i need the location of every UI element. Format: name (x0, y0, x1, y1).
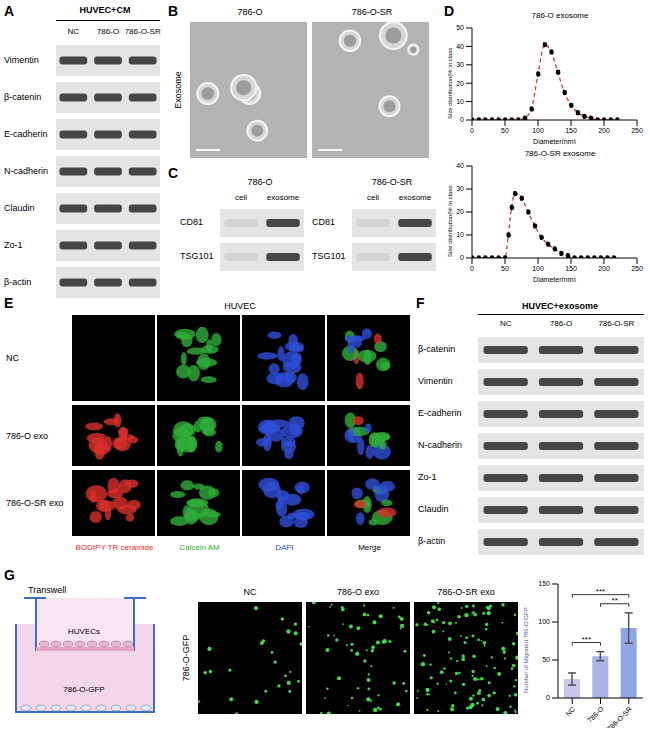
html-text:N-cadherin: N-cadherin (418, 440, 462, 450)
html-text:CD81: CD81 (180, 217, 203, 227)
html-text:786-O exosome: 786-O exosome (531, 11, 589, 20)
html-text:786-O: 786-O (247, 177, 273, 187)
html-text:β-actin: β-actin (418, 536, 446, 546)
html-text:exosome: exosome (266, 193, 300, 202)
svg-text:0: 0 (460, 116, 464, 123)
html-text:NC: NC (499, 319, 512, 328)
html-text:CD81: CD81 (312, 217, 335, 227)
svg-text:30: 30 (456, 61, 464, 68)
svg-text:200: 200 (598, 265, 610, 272)
svg-text:NC: NC (564, 705, 576, 717)
svg-text:Size distribution(% in class: Size distribution(% in class (447, 186, 453, 257)
html-text:786-O exo: 786-O exo (6, 430, 48, 441)
svg-text:Diameter(nm): Diameter(nm) (533, 276, 576, 282)
svg-text:786-O-SR: 786-O-SR (606, 705, 633, 728)
svg-text:***: *** (596, 587, 605, 596)
svg-text:40: 40 (456, 43, 464, 50)
html-text:BODIPY TR ceramide: BODIPY TR ceramide (75, 543, 154, 552)
html-text:C: C (168, 165, 179, 181)
html-text:Merge: Merge (358, 543, 381, 552)
svg-text:10: 10 (456, 98, 464, 105)
html-text:786-O-SR exosome: 786-O-SR exosome (524, 149, 596, 158)
html-text:786-O-SR: 786-O-SR (598, 319, 635, 328)
html-text:TSG101: TSG101 (180, 251, 214, 261)
html-text:786-O-SR: 786-O-SR (351, 7, 393, 17)
svg-text:50: 50 (501, 265, 509, 272)
html-text:cell: cell (235, 193, 247, 202)
html-text:HUVEC+CM: HUVEC+CM (79, 5, 131, 15)
svg-text:0: 0 (460, 254, 464, 261)
html-text:Claudin: Claudin (4, 202, 35, 213)
svg-text:50: 50 (456, 24, 464, 31)
svg-text:20: 20 (456, 80, 464, 87)
svg-text:0: 0 (470, 265, 474, 272)
html-text:786-O-GFP: 786-O-GFP (180, 634, 191, 682)
svg-text:***: *** (582, 635, 591, 644)
html-text:N-cadherin: N-cadherin (4, 165, 48, 176)
html-text:HUVEC: HUVEC (224, 301, 256, 311)
svg-text:Diameter(nm): Diameter(nm) (533, 138, 576, 144)
html-text:A: A (4, 3, 15, 19)
svg-text:Size distribution(% in class: Size distribution(% in class (447, 48, 453, 119)
html-text:E-cadherin: E-cadherin (4, 128, 48, 139)
svg-text:0: 0 (470, 127, 474, 134)
html-text:NC: NC (243, 587, 257, 597)
svg-text:250: 250 (631, 265, 642, 272)
html-text:β-actin: β-actin (4, 276, 32, 287)
html-text:cell: cell (367, 193, 379, 202)
html-text:Calcein AM: Calcein AM (179, 543, 220, 552)
svg-text:50: 50 (542, 656, 550, 663)
html-text:NC: NC (67, 27, 80, 36)
html-text:786-O-GFP: 786-O-GFP (63, 685, 105, 694)
html-text:786-O-SR: 786-O-SR (371, 177, 413, 187)
html-text:DAPI: DAPI (275, 543, 294, 552)
svg-text:786-O: 786-O (586, 705, 605, 724)
svg-text:250: 250 (631, 127, 642, 134)
svg-text:20: 20 (456, 208, 464, 215)
html-text:G: G (4, 567, 15, 583)
html-text:Transwell: Transwell (28, 585, 67, 595)
svg-text:150: 150 (565, 265, 577, 272)
svg-text:Number of Migrated 786-O-GFP: Number of Migrated 786-O-GFP (523, 607, 529, 693)
html-text:Claudin: Claudin (418, 504, 449, 514)
svg-text:0: 0 (546, 694, 550, 701)
html-text:Zo-1: Zo-1 (4, 239, 23, 250)
svg-text:**: ** (612, 596, 618, 605)
svg-text:10: 10 (456, 231, 464, 238)
svg-text:150: 150 (565, 127, 577, 134)
svg-text:50: 50 (501, 127, 509, 134)
html-text:Exosome: Exosome (172, 71, 183, 109)
html-text:E: E (4, 295, 14, 311)
svg-text:100: 100 (532, 127, 544, 134)
html-text:786-O: 786-O (549, 319, 573, 328)
html-text:Vimentin: Vimentin (418, 376, 453, 386)
html-text:786-O: 786-O (96, 27, 120, 36)
html-text:786-O-SR exo: 786-O-SR exo (6, 498, 64, 508)
html-text:E-cadherin: E-cadherin (418, 408, 462, 418)
html-text:β-catenin: β-catenin (4, 91, 42, 102)
html-text:786-O exo: 786-O exo (337, 587, 379, 597)
svg-text:30: 30 (456, 185, 464, 192)
html-text:D: D (444, 3, 455, 19)
html-text:β-catenin: β-catenin (418, 344, 456, 354)
svg-text:150: 150 (538, 580, 550, 587)
html-text:exosome: exosome (398, 193, 432, 202)
html-text:Vimentin: Vimentin (4, 54, 39, 65)
html-text:HUVECs: HUVECs (68, 627, 100, 636)
html-text:Zo-1: Zo-1 (418, 472, 437, 482)
svg-text:40: 40 (456, 162, 464, 169)
html-text:786-O-SR exo: 786-O-SR exo (437, 587, 495, 597)
svg-text:100: 100 (538, 618, 550, 625)
html-text:786-O-SR: 786-O-SR (124, 27, 161, 36)
html-text:NC: NC (6, 353, 19, 363)
html-text:B: B (168, 3, 179, 19)
html-text:786-O: 786-O (237, 7, 263, 17)
svg-text:200: 200 (598, 127, 610, 134)
html-text:HUVEC+exosome: HUVEC+exosome (522, 301, 598, 311)
svg-text:100: 100 (532, 265, 544, 272)
html-text:F: F (416, 295, 425, 311)
html-text:TSG101: TSG101 (312, 251, 346, 261)
